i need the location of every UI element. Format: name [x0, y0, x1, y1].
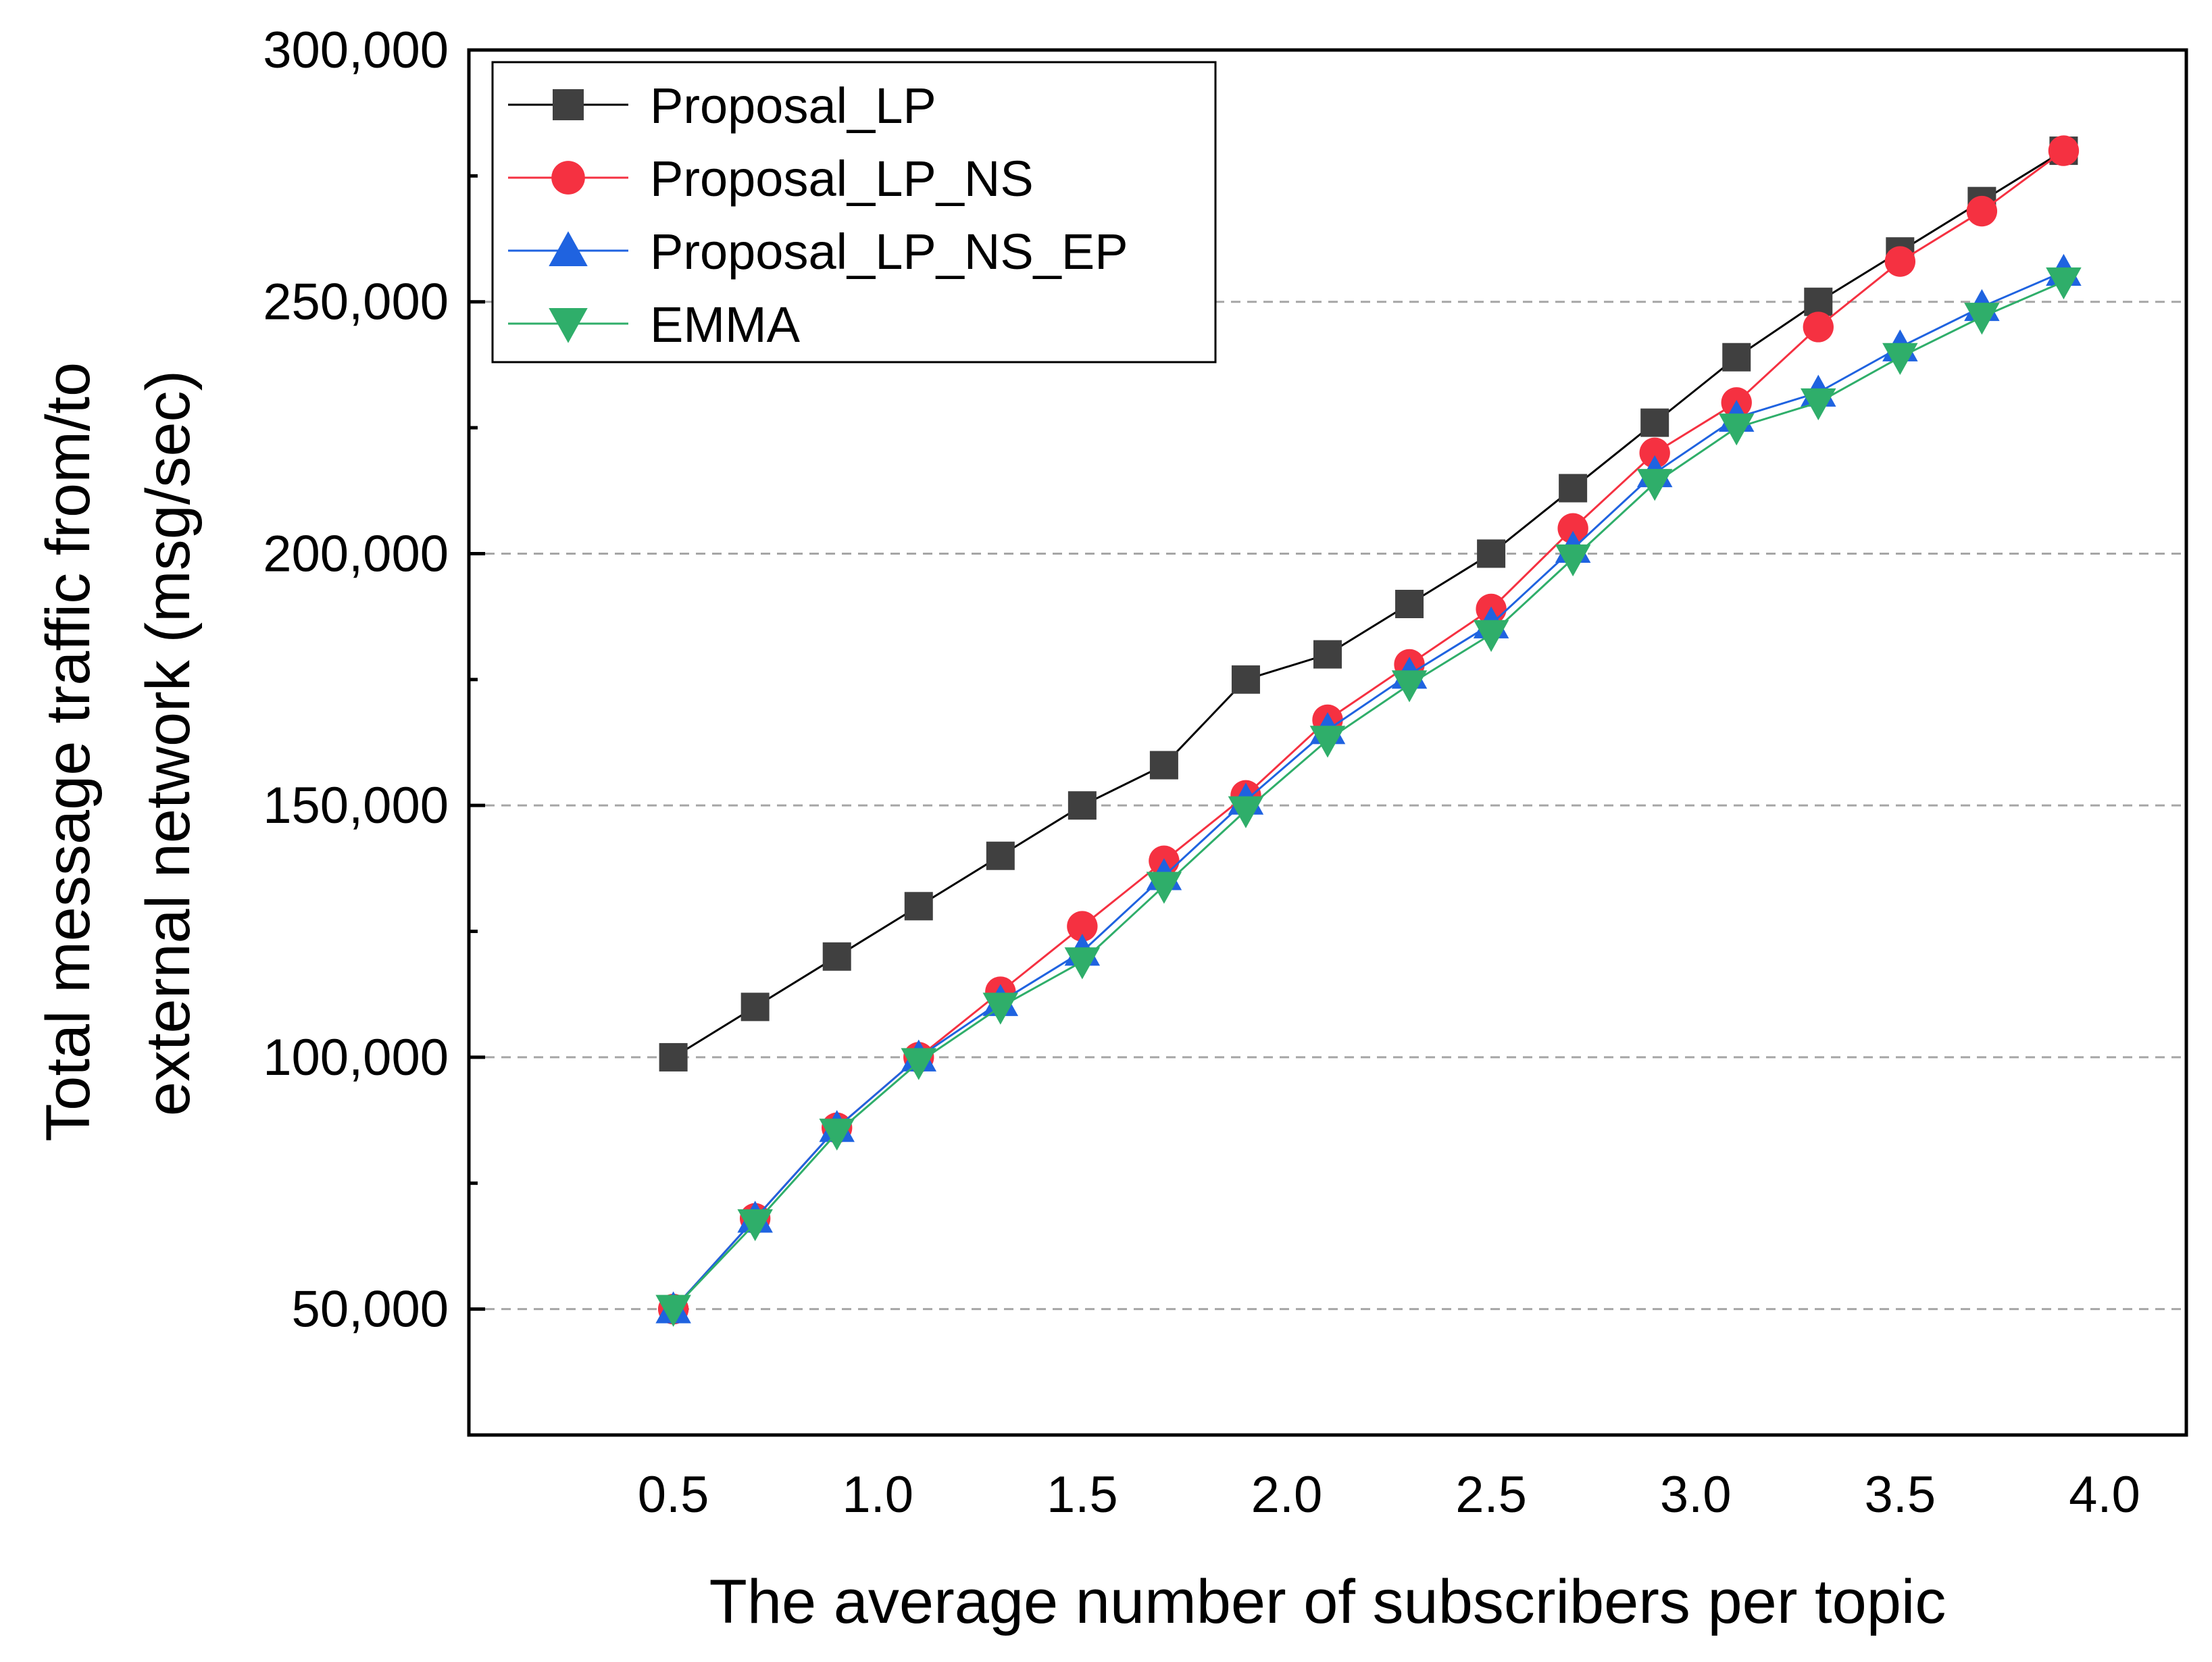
data-point — [1804, 287, 1833, 316]
series-line — [672, 280, 2065, 1310]
data-point — [1067, 791, 1097, 820]
axis-ticks: 50,000 100,000 150,000 200,000 250,000 300,00… — [263, 22, 2140, 1524]
legend-item: Proposal_LP_NS_EP — [508, 224, 1128, 280]
data-point — [1557, 513, 1588, 544]
y-axis-title-line-1: Total message traffic from/to — [34, 362, 103, 1142]
data-point — [1391, 670, 1428, 703]
legend-item: Proposal_LP — [508, 78, 936, 134]
x-tick-label: 2.5 — [1455, 1466, 1527, 1524]
data-point — [901, 1048, 937, 1080]
data-point — [822, 942, 851, 971]
plot-series — [655, 135, 2082, 1327]
legend-label: Proposal_LP — [650, 78, 936, 134]
series-Proposal_LP — [659, 136, 2078, 1072]
data-point — [1477, 539, 1506, 568]
data-point — [1884, 246, 1916, 277]
data-point — [655, 1294, 691, 1327]
data-point — [1559, 474, 1588, 503]
legend-marker — [553, 89, 584, 120]
y-tick-label: 150,000 — [263, 777, 449, 834]
plot-frame — [467, 48, 2188, 1437]
data-point — [1149, 751, 1178, 780]
x-tick-label: 2.0 — [1251, 1466, 1323, 1524]
data-point — [1395, 590, 1424, 618]
legend: Proposal_LP Proposal_LP_NS Proposal_LP_NS_… — [491, 61, 1217, 363]
legend-label: EMMA — [650, 297, 801, 353]
x-tick-label: 4.0 — [2069, 1466, 2140, 1524]
data-point — [1718, 413, 1755, 446]
gridlines — [469, 301, 2186, 1311]
y-tick-label: 300,000 — [263, 22, 449, 79]
data-point — [1313, 640, 1342, 669]
series-Proposal_LP_NS_EP — [655, 253, 2082, 1324]
data-point — [1555, 544, 1591, 577]
x-tick-label: 3.5 — [1865, 1466, 1936, 1524]
data-point — [1231, 665, 1260, 694]
data-point — [982, 992, 1019, 1025]
data-point — [904, 892, 933, 921]
data-point — [2048, 135, 2080, 166]
x-tick-label: 1.0 — [842, 1466, 913, 1524]
data-point — [1309, 726, 1346, 758]
data-point — [1722, 343, 1751, 372]
y-tick-label: 100,000 — [263, 1029, 449, 1086]
x-tick-label: 1.5 — [1047, 1466, 1118, 1524]
data-point — [740, 992, 770, 1022]
x-tick-label: 3.0 — [1660, 1466, 1732, 1524]
legend-label: Proposal_LP_NS — [650, 151, 1034, 207]
data-point — [1064, 947, 1101, 980]
legend-item: EMMA — [508, 297, 801, 353]
legend-box — [491, 61, 1217, 363]
y-axis-title-line-2: external network (msg/sec) — [134, 370, 203, 1116]
data-point — [659, 1042, 688, 1072]
x-tick-label: 0.5 — [638, 1466, 709, 1524]
data-point — [1067, 911, 1098, 942]
data-point — [1803, 311, 1834, 343]
data-point — [1964, 303, 2000, 335]
data-point — [1640, 408, 1669, 437]
legend-items: Proposal_LP Proposal_LP_NS Proposal_LP_NS_… — [508, 78, 1128, 353]
y-tick-label: 200,000 — [263, 525, 449, 582]
data-point — [1882, 343, 1918, 375]
y-tick-label: 50,000 — [292, 1281, 449, 1338]
data-point — [737, 1209, 773, 1242]
y-axis-title: Total message traffic from/to external n… — [34, 345, 203, 1141]
legend-marker — [551, 161, 585, 195]
data-point — [1966, 195, 1998, 227]
legend-marker — [549, 308, 588, 343]
data-point — [986, 841, 1015, 870]
series-EMMA — [655, 267, 2082, 1327]
y-tick-label: 250,000 — [263, 274, 449, 331]
legend-label: Proposal_LP_NS_EP — [650, 224, 1128, 280]
series-line — [672, 270, 2065, 1310]
data-point — [1639, 437, 1670, 469]
data-point — [1228, 796, 1264, 828]
legend-marker — [549, 231, 588, 266]
data-point — [1146, 872, 1182, 904]
x-axis-title: The average number of subscribers per to… — [709, 1567, 1946, 1636]
data-point — [1801, 388, 1836, 421]
data-point — [2046, 267, 2082, 300]
data-point — [1636, 469, 1673, 501]
data-point — [819, 1118, 855, 1151]
legend-item: Proposal_LP_NS — [508, 151, 1034, 207]
data-point — [1473, 620, 1509, 652]
